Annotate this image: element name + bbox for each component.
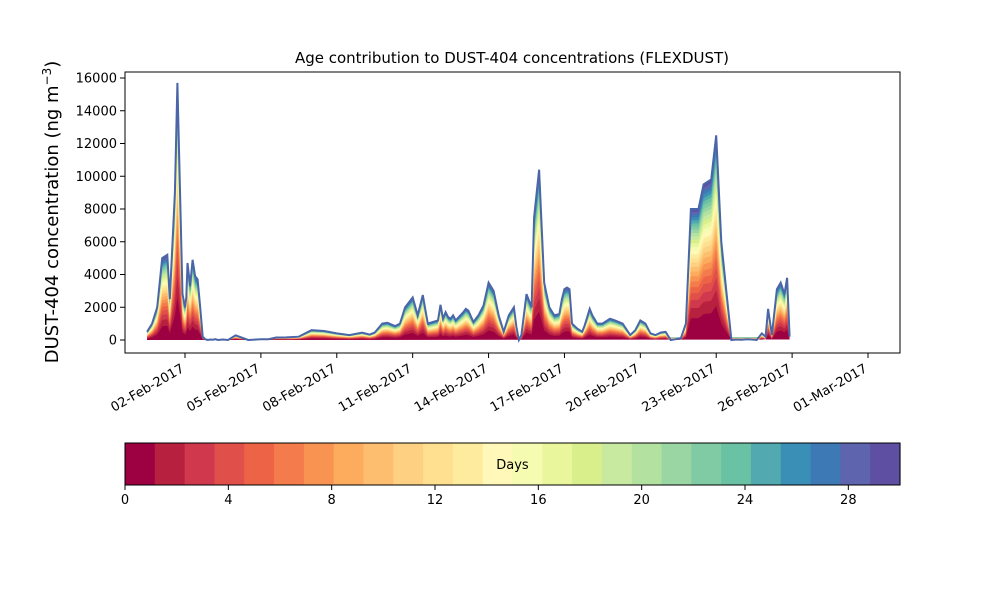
y-axis-label: DUST-404 concentration (ng m−3) xyxy=(40,61,63,364)
colorbar-tick-label: 12 xyxy=(427,493,444,508)
x-tick-label: 11-Feb-2017 xyxy=(336,361,415,415)
x-tick-label: 05-Feb-2017 xyxy=(184,361,263,415)
colorbar-cell-2 xyxy=(184,443,216,485)
plot-area: 0 2000 4000 6000 8000 10000 12000 14000 16000 02… xyxy=(76,71,901,416)
colorbar-cell-17 xyxy=(631,443,663,485)
colorbar-cell-24 xyxy=(840,443,871,485)
colorbar-cell-21 xyxy=(750,443,782,485)
x-tick-label: 02-Feb-2017 xyxy=(108,361,187,415)
colorbar-cell-13 xyxy=(512,443,543,485)
y-tick-label: 6000 xyxy=(84,235,117,250)
colorbar-cell-0 xyxy=(125,443,156,485)
y-tick-label: 10000 xyxy=(76,170,117,185)
colorbar-cell-8 xyxy=(363,443,394,485)
colorbar-cell-4 xyxy=(244,443,275,485)
colorbar-cell-7 xyxy=(333,443,365,485)
y-tick-label: 4000 xyxy=(84,268,117,283)
plot-frame xyxy=(124,71,901,354)
y-tick-label: 0 xyxy=(109,334,117,349)
colorbar-cell-6 xyxy=(303,443,335,485)
x-axis-ticks: 02-Feb-201705-Feb-201708-Feb-201711-Feb-… xyxy=(108,353,870,416)
y-tick-label: 2000 xyxy=(84,301,117,316)
x-tick-label: 01-Mar-2017 xyxy=(791,361,870,415)
colorbar-tick-label: 28 xyxy=(840,493,857,508)
colorbar-label: Days xyxy=(496,458,529,473)
age-contribution-areas xyxy=(147,82,790,341)
colorbar-frame xyxy=(124,442,901,486)
y-tick-label: 14000 xyxy=(76,104,117,119)
colorbar-cell-1 xyxy=(154,443,186,485)
colorbar-cell-14 xyxy=(542,443,573,485)
colorbar-cell-23 xyxy=(810,443,841,485)
colorbar-cell-10 xyxy=(423,443,454,485)
colorbar-tick-label: 8 xyxy=(328,493,336,508)
y-axis-label-exponent: −3 xyxy=(40,68,54,86)
y-axis-label-main: DUST-404 concentration (ng m xyxy=(42,85,63,363)
colorbar-tick-label: 4 xyxy=(224,493,232,508)
x-tick-label: 08-Feb-2017 xyxy=(260,361,339,415)
y-axis-ticks: 0 2000 4000 6000 8000 10000 12000 14000 16000 xyxy=(76,72,125,349)
colorbar: Days 0 4 8 12 16 20 24 28 xyxy=(121,442,901,508)
colorbar-cell-9 xyxy=(393,443,424,485)
colorbar-tick-label: 24 xyxy=(737,493,754,508)
colorbar-ticks: 0 4 8 12 16 20 24 28 xyxy=(121,485,857,508)
colorbar-cell-3 xyxy=(214,443,245,485)
x-tick-label: 20-Feb-2017 xyxy=(564,361,643,415)
age-layer-0 xyxy=(147,297,790,340)
colorbar-tick-label: 20 xyxy=(633,493,650,508)
colorbar-tick-label: 0 xyxy=(121,493,129,508)
colorbar-cells xyxy=(125,443,901,485)
y-tick-label: 12000 xyxy=(76,137,117,152)
colorbar-cell-22 xyxy=(780,443,812,485)
y-tick-label: 16000 xyxy=(76,72,117,87)
colorbar-cell-20 xyxy=(721,443,752,485)
colorbar-cell-25 xyxy=(870,443,901,485)
colorbar-tick-label: 16 xyxy=(530,493,547,508)
y-axis-label-close: ) xyxy=(42,61,63,68)
colorbar-cell-19 xyxy=(691,443,722,485)
x-tick-label: 26-Feb-2017 xyxy=(716,361,795,415)
x-tick-label: 14-Feb-2017 xyxy=(412,361,491,415)
x-tick-label: 17-Feb-2017 xyxy=(488,361,567,415)
total-concentration-outline xyxy=(146,82,791,344)
colorbar-cell-11 xyxy=(452,443,484,485)
y-tick-label: 8000 xyxy=(84,203,117,218)
x-tick-label: 23-Feb-2017 xyxy=(640,361,719,415)
colorbar-cell-18 xyxy=(661,443,692,485)
chart-title: Age contribution to DUST-404 concentrati… xyxy=(295,49,729,67)
colorbar-cell-5 xyxy=(274,443,305,485)
colorbar-cell-15 xyxy=(572,443,603,485)
colorbar-cell-12 xyxy=(482,443,514,485)
colorbar-cell-16 xyxy=(601,443,633,485)
